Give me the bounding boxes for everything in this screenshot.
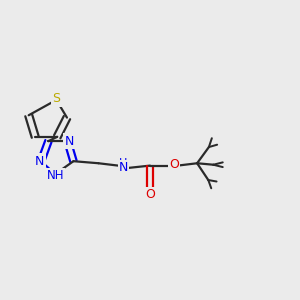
Text: O: O	[169, 158, 179, 171]
Text: NH: NH	[46, 169, 64, 182]
Text: N: N	[35, 155, 44, 168]
Text: S: S	[52, 92, 60, 105]
Text: N: N	[64, 135, 74, 148]
Text: N: N	[119, 161, 128, 175]
Text: O: O	[145, 188, 155, 201]
Text: H: H	[119, 158, 128, 168]
